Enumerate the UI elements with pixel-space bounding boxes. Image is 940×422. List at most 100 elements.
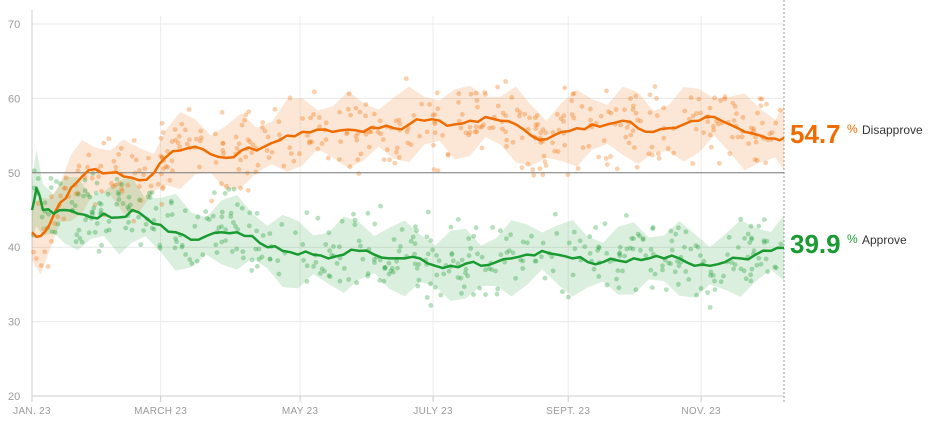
poll-dot-approve [372, 221, 378, 227]
poll-dot-disapprove [777, 107, 783, 113]
poll-dot-approve [365, 273, 371, 279]
trend-lines [30, 115, 785, 270]
poll-dot-disapprove [220, 140, 226, 146]
poll-dot-disapprove [541, 153, 547, 159]
poll-dot-disapprove [172, 127, 178, 132]
poll-dot-approve [119, 182, 125, 187]
poll-dot-approve [97, 200, 102, 206]
trend-line-disapprove [31, 115, 785, 239]
poll-dot-disapprove [380, 137, 386, 143]
poll-dot-approve [640, 237, 646, 243]
poll-dot-disapprove [384, 147, 390, 153]
poll-dot-disapprove [111, 158, 117, 164]
poll-dot-disapprove [110, 184, 116, 189]
poll-dot-disapprove [137, 168, 142, 173]
poll-dot-approve [631, 236, 636, 242]
poll-dot-disapprove [242, 117, 248, 123]
poll-dot-disapprove [588, 117, 593, 123]
poll-dot-disapprove [537, 166, 543, 172]
poll-dot-disapprove [238, 185, 243, 191]
poll-dot-approve [473, 225, 479, 231]
poll-dot-disapprove [85, 164, 90, 170]
poll-dot-disapprove [473, 90, 479, 96]
poll-dot-disapprove [116, 152, 122, 157]
poll-dot-disapprove [137, 184, 142, 189]
poll-dot-disapprove [419, 101, 424, 107]
poll-dot-disapprove [348, 112, 353, 118]
poll-dot-disapprove [372, 111, 377, 117]
poll-dot-disapprove [711, 123, 716, 129]
poll-dot-approve [743, 276, 749, 282]
poll-dot-disapprove [477, 124, 483, 130]
poll-dot-approve [624, 246, 630, 252]
end-value-approve: 39.9 [790, 229, 841, 259]
poll-dot-disapprove [277, 132, 282, 138]
poll-dot-disapprove [624, 125, 630, 130]
poll-dot-approve [31, 168, 37, 174]
poll-dot-disapprove [767, 131, 773, 137]
poll-dot-disapprove [490, 125, 496, 130]
poll-dot-approve [458, 275, 464, 281]
poll-dot-disapprove [479, 124, 485, 130]
poll-dot-approve [682, 244, 687, 250]
poll-dot-approve [520, 239, 526, 245]
poll-dot-disapprove [432, 130, 438, 136]
poll-dot-disapprove [652, 84, 658, 89]
poll-dot-approve [708, 273, 713, 278]
poll-dot-approve [688, 246, 694, 252]
poll-dot-approve [732, 262, 738, 268]
poll-dot-approve [79, 239, 85, 245]
poll-dot-disapprove [245, 137, 251, 143]
poll-dot-approve [106, 219, 112, 224]
poll-dot-approve [493, 268, 498, 274]
poll-dot-approve [81, 193, 86, 199]
poll-dot-disapprove [142, 166, 148, 172]
poll-dot-disapprove [405, 140, 411, 146]
poll-dot-disapprove [167, 177, 173, 183]
poll-dot-disapprove [608, 154, 613, 159]
poll-dot-approve [459, 257, 465, 263]
poll-dot-disapprove [61, 185, 67, 191]
poll-dot-approve [471, 233, 477, 239]
poll-dot-approve [758, 261, 764, 267]
poll-dot-disapprove [434, 90, 440, 96]
poll-dot-approve [213, 242, 219, 248]
poll-dot-approve [554, 231, 560, 236]
poll-dot-approve [247, 210, 253, 216]
poll-dot-approve [483, 292, 488, 297]
poll-dot-approve [168, 198, 174, 204]
poll-dot-disapprove [260, 120, 266, 125]
poll-dot-disapprove [432, 112, 438, 117]
poll-dot-disapprove [427, 102, 432, 107]
poll-dot-disapprove [243, 154, 249, 160]
poll-dot-disapprove [411, 113, 417, 118]
poll-dot-approve [83, 217, 88, 223]
poll-dot-disapprove [234, 146, 240, 151]
poll-dot-disapprove [387, 157, 392, 163]
poll-dot-approve [260, 233, 266, 238]
poll-dot-disapprove [397, 121, 403, 127]
poll-dot-disapprove [353, 105, 359, 111]
poll-dot-disapprove [540, 172, 546, 178]
poll-dot-disapprove [763, 160, 769, 166]
poll-dot-approve [587, 251, 593, 256]
poll-dot-disapprove [184, 141, 190, 147]
poll-dot-approve [540, 240, 546, 246]
poll-dot-approve [52, 229, 58, 235]
y-tick-label: 60 [8, 93, 20, 105]
poll-dot-approve [430, 247, 435, 253]
poll-dot-disapprove [458, 125, 464, 131]
poll-dot-disapprove [467, 130, 473, 135]
poll-dot-disapprove [269, 149, 275, 155]
poll-dot-approve [765, 269, 771, 275]
poll-dot-approve [602, 221, 608, 227]
poll-dot-disapprove [113, 164, 119, 170]
poll-dot-disapprove [735, 134, 741, 140]
poll-dot-disapprove [456, 99, 461, 105]
poll-dot-disapprove [367, 129, 372, 135]
poll-dot-approve [153, 205, 159, 211]
x-tick-label: MARCH 23 [134, 406, 187, 417]
poll-dot-disapprove [575, 166, 581, 171]
poll-dot-disapprove [534, 113, 540, 118]
